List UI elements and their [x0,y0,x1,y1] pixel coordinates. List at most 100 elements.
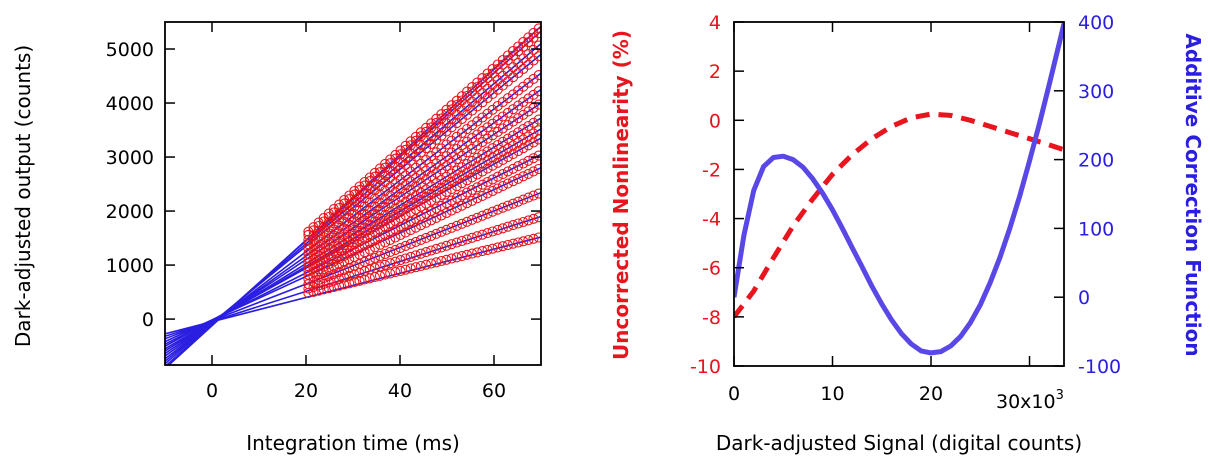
data-point [349,276,360,288]
data-point [344,278,355,289]
data-point [328,246,339,257]
data-point [441,139,452,150]
data-point [487,143,498,154]
data-point [334,259,345,270]
data-point [318,266,329,277]
data-point [482,146,493,157]
data-point [451,173,462,184]
data-point [344,232,355,243]
data-point [334,253,345,264]
left-plot-frame [164,21,542,366]
data-point [533,163,541,175]
data-point [344,254,355,265]
data-point [518,109,529,120]
right-axis-ticks: 0 10 20 -10 -8 -6 -4 -2 0 2 4 -100 0 100 200 300 400 [690,12,1121,405]
data-point [344,248,355,259]
data-point [461,198,473,209]
data-point [472,129,483,140]
data-point [523,77,534,88]
data-point [323,259,334,270]
data-point [369,222,380,233]
data-point [395,265,406,276]
right-left-y-tick-label: 2 [709,61,721,83]
data-point [482,122,493,133]
left-chart: 0 20 40 60 0 1000 2000 3000 4000 5000 Integration… [11,21,542,455]
left-y-axis-title: Dark-adjusted output (counts) [11,45,35,347]
data-point [410,236,421,247]
data-point [446,253,457,264]
data-point [421,184,432,195]
data-point [323,234,334,245]
data-point [400,253,411,264]
data-point [339,216,350,227]
data-point [518,158,529,169]
data-point [456,162,467,173]
left-x-axis-title: Integration time (ms) [246,431,460,455]
data-point [303,274,314,285]
data-point [508,176,519,187]
data-point [410,214,421,225]
right-right-y-tick-label: 200 [1078,150,1114,172]
data-point [400,180,411,191]
data-point [436,242,447,253]
data-point [497,97,508,108]
data-point [533,150,541,161]
data-point [518,124,529,135]
series-5-points [303,150,541,280]
data-point [451,131,462,142]
data-point [349,252,360,263]
data-point [339,256,350,267]
data-point [339,245,350,256]
data-point [528,153,539,164]
data-point [426,161,437,173]
data-point [477,229,488,240]
data-point [523,106,534,117]
data-point [359,222,370,233]
data-point [354,225,365,236]
data-point [395,255,406,266]
right-plot-frame [733,21,1065,367]
right-left-y-tick-label: -2 [702,159,721,181]
data-point [410,172,421,183]
data-point [472,193,483,204]
data-point [492,115,503,126]
data-point [369,252,380,264]
data-point [313,285,324,296]
data-point [436,154,447,165]
data-point [528,233,539,244]
right-right-y-tick-label: 300 [1078,81,1114,103]
data-point [482,244,493,255]
data-point [446,157,457,168]
data-point [487,185,498,197]
data-point [477,149,488,160]
data-point [400,203,411,214]
data-point [456,235,467,247]
data-point [421,208,432,219]
data-point [451,203,462,214]
data-point [441,160,452,172]
data-point [354,275,365,286]
data-point [451,154,462,165]
data-point [405,166,416,177]
data-point [513,161,524,172]
data-point [513,85,524,96]
data-point [497,241,508,252]
data-point [497,181,508,192]
right-left-y-tick-label: -8 [702,307,721,329]
data-point [313,280,324,291]
data-point [344,237,355,248]
data-point [390,209,401,221]
data-point [400,264,411,275]
data-point [313,246,324,257]
data-point [390,256,401,267]
data-point [339,240,350,251]
data-point [421,259,432,270]
data-point [390,267,401,278]
data-point [513,218,524,229]
data-point [415,211,426,222]
data-point [513,113,524,124]
data-point [426,206,437,217]
data-point [533,188,541,199]
data-point [431,228,442,239]
series-1-points [303,232,541,299]
